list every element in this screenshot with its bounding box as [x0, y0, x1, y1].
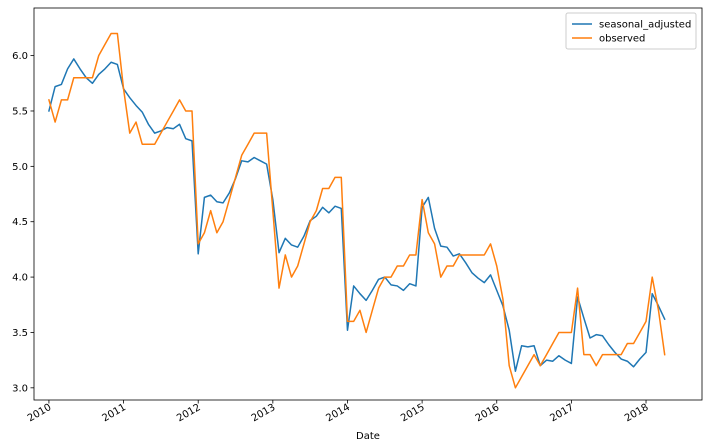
legend-label: observed: [599, 34, 645, 45]
x-tick-label: 2011: [101, 402, 129, 424]
y-tick-label: 6.0: [12, 51, 28, 62]
x-axis-title: Date: [356, 431, 380, 442]
y-tick-label: 3.0: [12, 383, 28, 394]
x-tick-label: 2018: [623, 402, 651, 424]
legend-label: seasonal_adjusted: [599, 20, 691, 31]
y-tick-label: 4.5: [12, 217, 28, 228]
x-axis: 2010 2011 2012 2013 2014 2015 2016 2017 2018: [26, 400, 651, 424]
x-tick-label: 2017: [548, 402, 576, 424]
series-line-seasonal-adjusted: [48, 58, 666, 372]
series-line-observed: [48, 32, 666, 389]
legend: seasonal_adjusted observed: [565, 12, 697, 50]
y-axis: 3.0 3.5 4.0 4.5 5.0 5.5 6.0: [12, 51, 34, 394]
x-tick-label: 2013: [250, 402, 278, 424]
x-tick-label: 2012: [175, 402, 203, 424]
x-tick-label: 2016: [474, 402, 502, 424]
y-tick-label: 5.5: [12, 106, 28, 117]
plot-frame: [33, 7, 703, 401]
y-tick-label: 4.0: [12, 273, 28, 284]
series-layer: [48, 32, 666, 389]
x-tick-label: 2014: [324, 402, 352, 424]
x-tick-label: 2015: [399, 402, 427, 424]
x-tick-label: 2010: [26, 402, 54, 424]
plot-area: 2010 2011 2012 2013 2014 2015 2016 2017 2018 3.0…: [12, 7, 703, 424]
y-tick-label: 5.0: [12, 162, 28, 173]
y-tick-label: 3.5: [12, 328, 28, 339]
legend-box: [565, 12, 697, 50]
